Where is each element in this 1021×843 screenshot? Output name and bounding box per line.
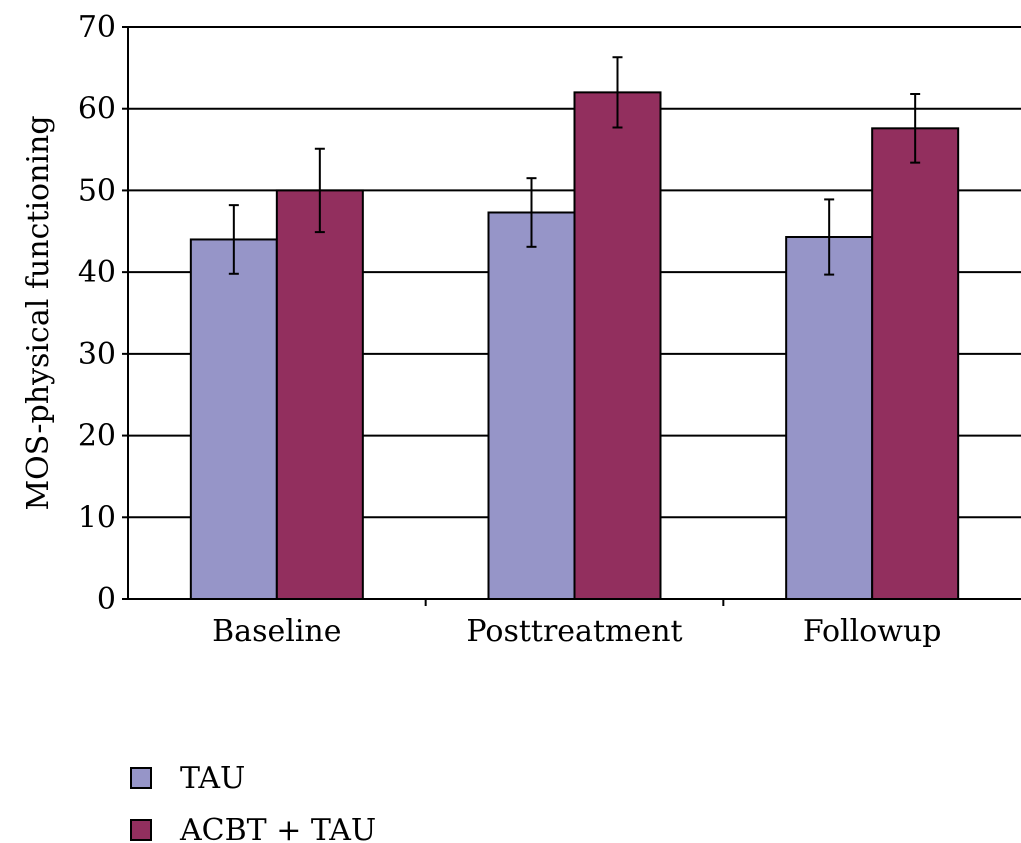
error-bars <box>228 56 921 276</box>
y-tick-label: 0 <box>97 582 116 617</box>
y-tick-labels: 0 10 20 30 40 50 60 70 <box>78 10 116 617</box>
legend-label: ACBT + TAU <box>179 813 376 843</box>
bar-acbt-tau <box>275 189 364 601</box>
y-tick-label: 30 <box>78 337 116 372</box>
x-category-label: Followup <box>803 614 942 649</box>
axes <box>127 27 1021 606</box>
legend-swatch <box>130 767 152 789</box>
legend-swatch <box>130 819 152 841</box>
bar-tau <box>189 238 278 600</box>
y-tick-label: 20 <box>78 419 116 454</box>
bar-acbt-tau <box>573 91 662 600</box>
y-axis-title: MOS-physical functioning <box>21 115 56 510</box>
bar-tau <box>487 211 576 600</box>
x-category-label: Posttreatment <box>466 614 682 649</box>
y-tick-label: 40 <box>78 255 116 290</box>
bar-acbt-tau <box>871 127 960 600</box>
legend-label: TAU <box>180 761 245 796</box>
bars <box>189 91 960 601</box>
bar-tau <box>785 236 874 600</box>
y-tick-label: 10 <box>78 500 116 535</box>
x-category-labels: Baseline Posttreatment Followup <box>212 614 941 649</box>
x-category-label: Baseline <box>212 614 341 649</box>
y-tick-label: 70 <box>78 10 116 45</box>
y-tick-label: 60 <box>78 92 116 127</box>
legend: TAU ACBT + TAU <box>130 761 376 843</box>
y-tick-label: 50 <box>78 173 116 208</box>
